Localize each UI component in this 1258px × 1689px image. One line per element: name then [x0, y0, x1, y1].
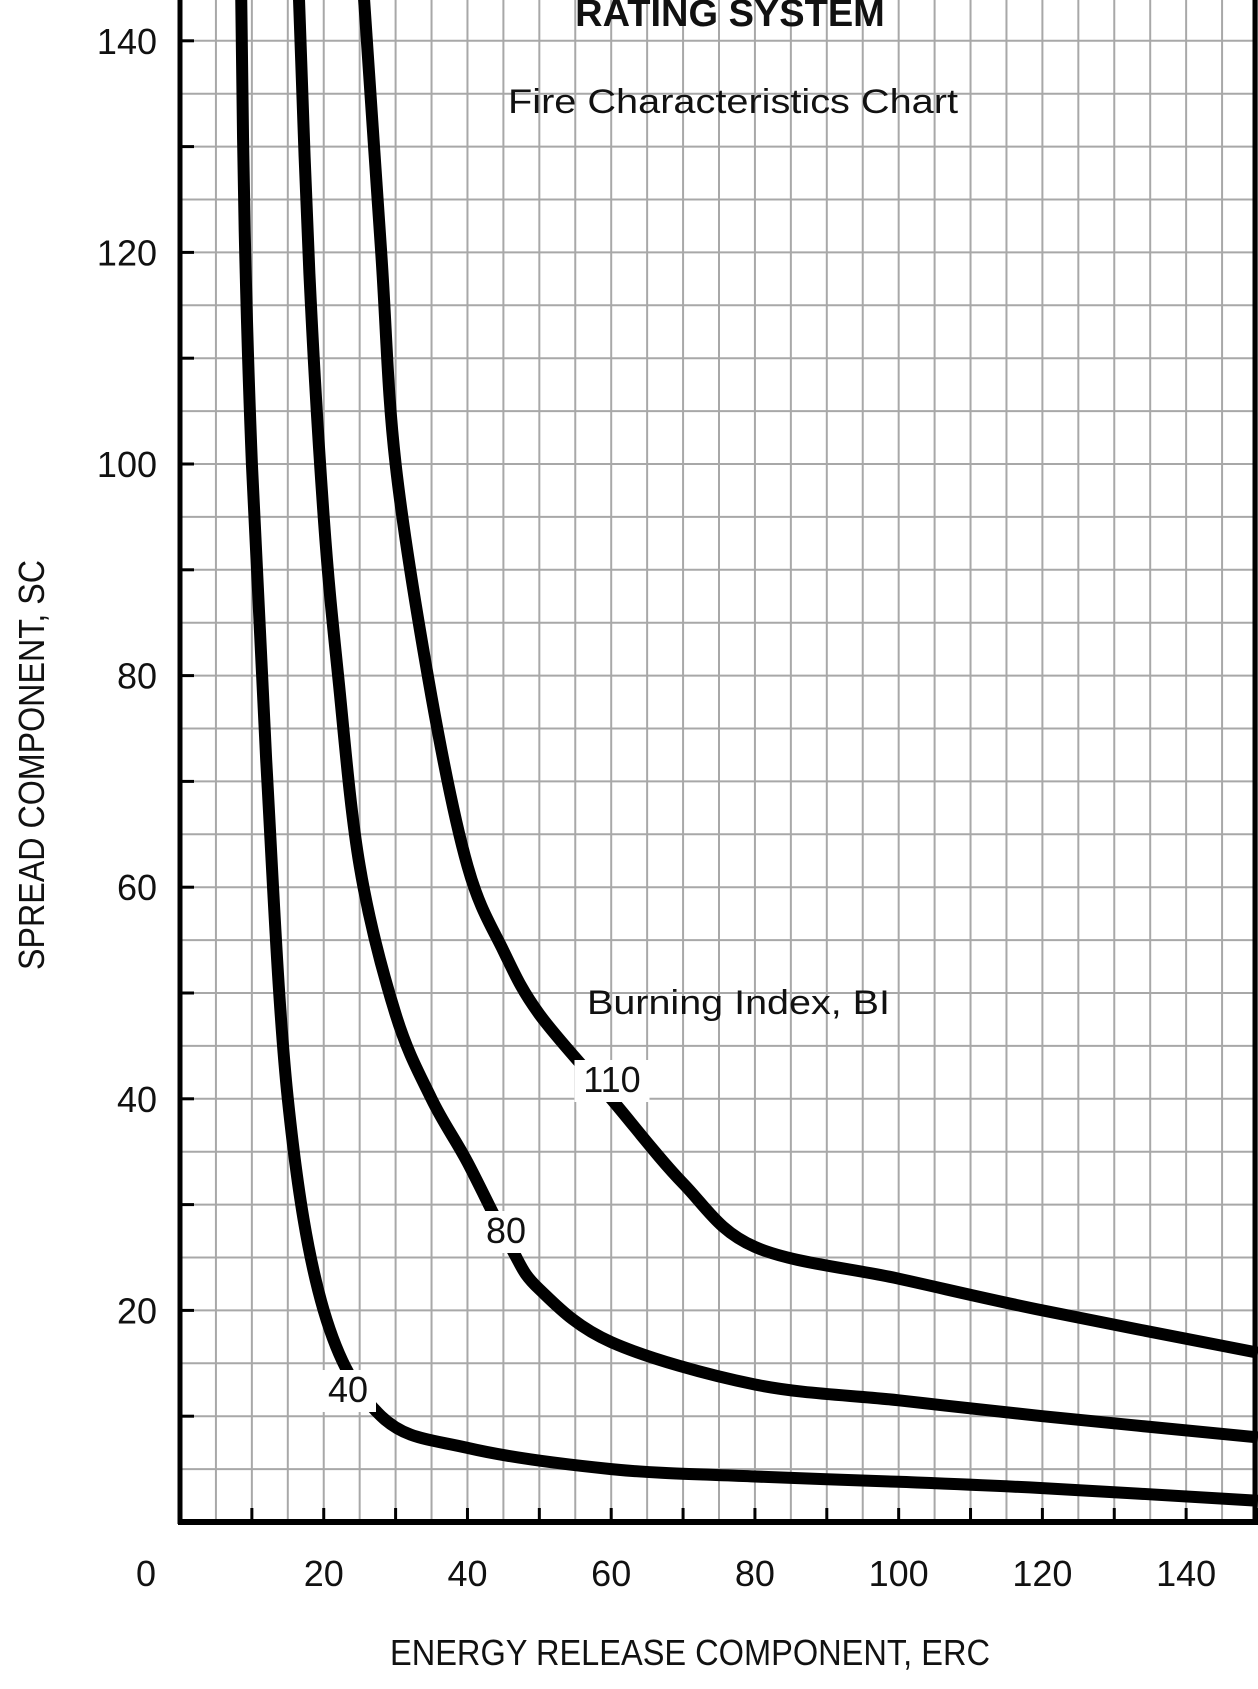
burning-index-annotation: Burning Index, BI: [587, 984, 890, 1022]
series-line-bi-110: [358, 0, 1258, 1359]
series-line-bi-80: [293, 0, 1258, 1444]
x-axis-label: ENERGY RELEASE COMPONENT, ERC: [390, 1632, 990, 1673]
y-tick-label: 120: [97, 232, 157, 273]
y-tick-label: 40: [117, 1079, 157, 1120]
series-label-background: [478, 1211, 534, 1253]
x-tick-label: 60: [591, 1553, 631, 1594]
series-label-bi-40: 40: [328, 1369, 368, 1410]
x-tick-label: 20: [304, 1553, 344, 1594]
series-line-bi-40: [235, 0, 1258, 1507]
y-tick-label: 20: [117, 1290, 157, 1331]
x-tick-label: 40: [447, 1553, 487, 1594]
y-tick-label: 100: [97, 444, 157, 485]
series-layer: [235, 0, 1258, 1507]
series-label-bi-80: 80: [486, 1210, 526, 1251]
x-tick-label: 0: [136, 1553, 156, 1594]
series-label-bi-110: 110: [583, 1059, 640, 1100]
grid-layer: [180, 0, 1258, 1522]
x-tick-label: 100: [869, 1553, 929, 1594]
x-tick-label: 120: [1012, 1553, 1072, 1594]
chart-title: RATING SYSTEM: [575, 0, 885, 35]
chart-subtitle: Fire Characteristics Chart: [508, 83, 959, 121]
y-axis-label: SPREAD COMPONENT, SC: [11, 560, 52, 970]
series-label-background: [574, 1060, 650, 1102]
y-tick-label: 60: [117, 867, 157, 908]
series-label-background: [320, 1370, 376, 1412]
y-tick-label: 140: [97, 21, 157, 62]
label-layer: 40 80 110: [320, 1059, 650, 1412]
x-tick-label: 80: [735, 1553, 775, 1594]
axes-layer: 0 20 40 60 80 100 120 140 20 40 60 80 100 120 140: [97, 0, 1258, 1594]
x-tick-label: 140: [1156, 1553, 1216, 1594]
y-tick-label: 80: [117, 656, 157, 697]
